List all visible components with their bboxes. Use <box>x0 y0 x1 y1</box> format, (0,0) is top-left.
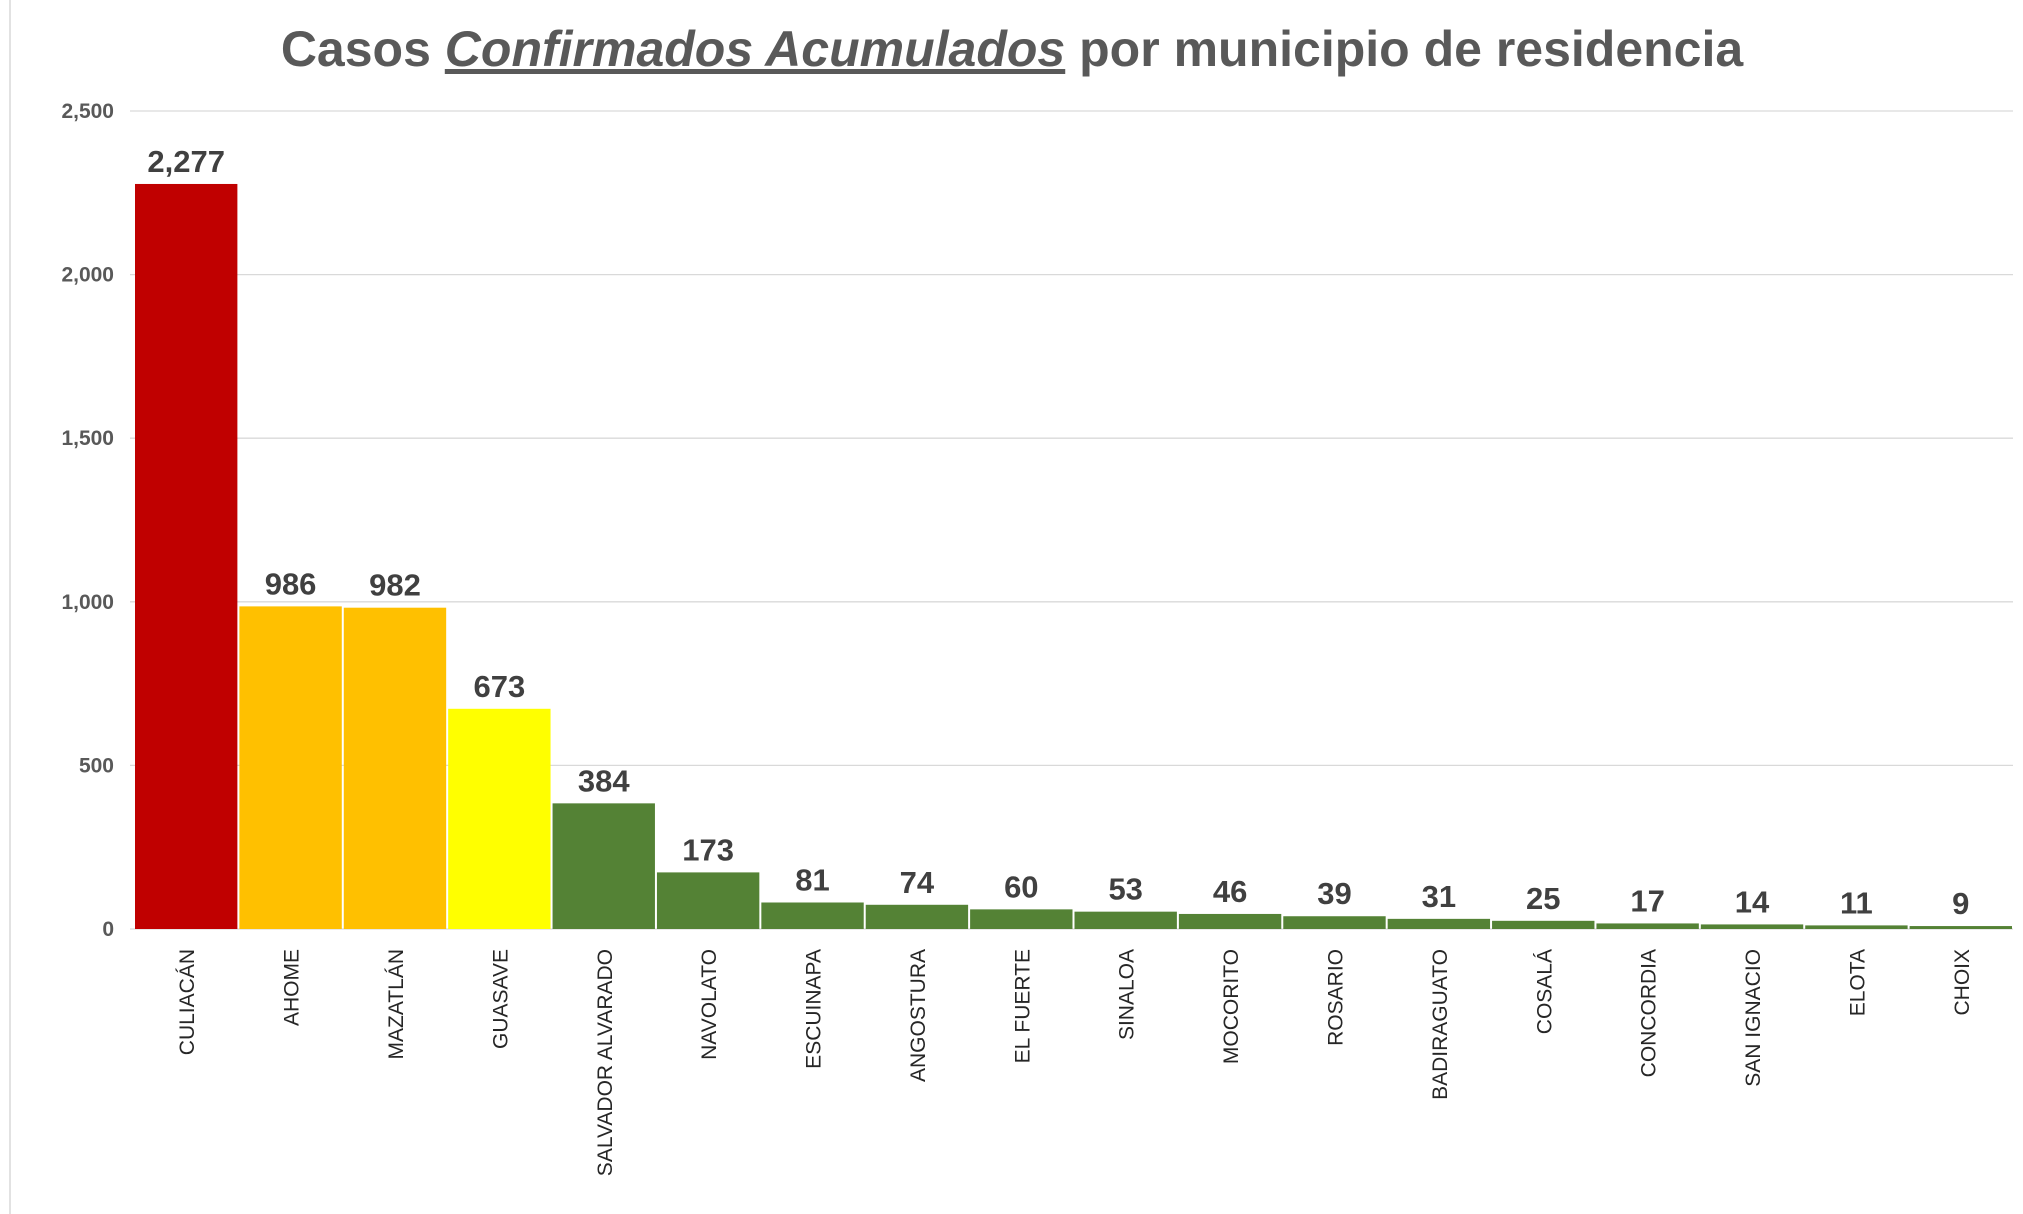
x-tick-label: CULIACÁN <box>176 949 199 1055</box>
value-label: 986 <box>265 566 317 601</box>
bar <box>1492 920 1595 929</box>
x-tick-label: ANGOSTURA <box>907 949 930 1082</box>
x-tick-label: SALVADOR ALVARADO <box>594 949 617 1176</box>
bar <box>1909 926 2012 929</box>
value-label: 14 <box>1735 884 1770 919</box>
bar <box>239 606 342 929</box>
bar <box>970 909 1073 929</box>
value-label: 46 <box>1213 874 1247 909</box>
bar <box>1178 913 1282 929</box>
x-tick-label: SAN IGNACIO <box>1742 949 1765 1087</box>
x-tick-label: EL FUERTE <box>1011 949 1034 1063</box>
y-tick-label: 1,000 <box>61 591 114 614</box>
bar <box>865 904 969 929</box>
x-tick-label: BADIRAGUATO <box>1429 949 1452 1100</box>
bar <box>448 708 551 929</box>
value-label: 2,277 <box>147 144 225 179</box>
x-tick-label: CONCORDIA <box>1638 949 1661 1077</box>
value-label: 9 <box>1952 886 1969 921</box>
bar <box>135 183 238 930</box>
y-tick-label: 2,500 <box>61 100 114 123</box>
y-tick-label: 1,500 <box>61 427 114 450</box>
value-label: 673 <box>473 669 525 704</box>
value-label: 39 <box>1317 876 1351 911</box>
x-tick-label: ROSARIO <box>1324 949 1347 1046</box>
x-tick-label: MAZATLÁN <box>385 949 408 1059</box>
bar <box>656 872 760 929</box>
title-part: por municipio de residencia <box>1079 21 1744 77</box>
value-label: 17 <box>1630 883 1664 918</box>
title-emphasis: Confirmados Acumulados <box>445 21 1065 77</box>
bar <box>1387 918 1491 929</box>
value-label: 25 <box>1526 881 1560 916</box>
y-tick-label: 2,000 <box>61 264 114 287</box>
title-part: Casos <box>281 21 431 77</box>
bar <box>1283 916 1386 929</box>
value-label: 11 <box>1840 885 1873 920</box>
x-tick-label: SINALOA <box>1116 949 1139 1040</box>
value-label: 74 <box>900 865 935 900</box>
value-label: 173 <box>682 832 734 867</box>
value-label: 31 <box>1422 879 1456 914</box>
bar <box>1074 911 1177 929</box>
value-label: 384 <box>578 763 630 798</box>
value-label: 60 <box>1004 869 1038 904</box>
bar <box>1596 923 1699 929</box>
x-tick-label: GUASAVE <box>489 949 512 1049</box>
x-tick-label: CHOIX <box>1951 949 1974 1016</box>
x-tick-label: NAVOLATO <box>698 949 721 1060</box>
x-tick-label: ESCUINAPA <box>803 949 826 1069</box>
bar <box>343 607 447 929</box>
bar <box>1700 924 1804 929</box>
bar <box>1805 925 1908 929</box>
value-label: 982 <box>369 568 421 603</box>
x-tick-label: COSALÁ <box>1533 949 1556 1034</box>
chart-title: Casos Confirmados Acumulados por municip… <box>281 21 1745 77</box>
x-tick-label: AHOME <box>281 949 304 1026</box>
value-label: 81 <box>795 862 829 897</box>
bar <box>552 803 655 929</box>
bar <box>761 902 864 929</box>
x-tick-label: ELOTA <box>1846 949 1869 1016</box>
y-tick-label: 500 <box>79 754 114 777</box>
x-tick-label: MOCORITO <box>1220 949 1243 1064</box>
value-label: 53 <box>1108 872 1142 907</box>
y-tick-label: 0 <box>102 918 114 941</box>
